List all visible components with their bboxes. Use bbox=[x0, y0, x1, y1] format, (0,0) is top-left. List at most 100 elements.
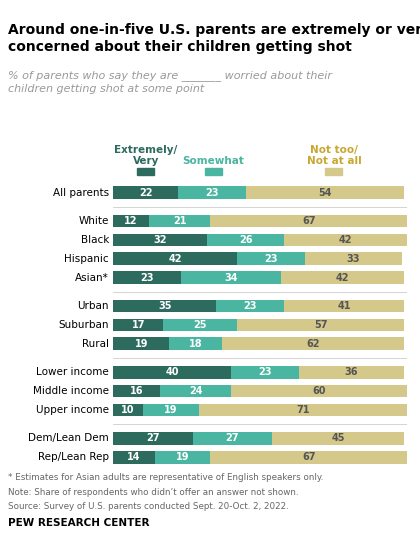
Text: White: White bbox=[79, 216, 109, 226]
Text: 19: 19 bbox=[164, 405, 178, 415]
Text: 42: 42 bbox=[339, 235, 352, 245]
Bar bbox=[237, 318, 404, 331]
Text: Extremely/
Very: Extremely/ Very bbox=[114, 145, 177, 166]
Text: % of parents who say they are _______ worried about their
children getting shot : % of parents who say they are _______ wo… bbox=[8, 70, 332, 94]
Text: Black: Black bbox=[81, 235, 109, 245]
Text: 12: 12 bbox=[124, 216, 138, 226]
Bar bbox=[281, 271, 404, 284]
Text: 23: 23 bbox=[243, 301, 257, 311]
Bar bbox=[113, 384, 160, 397]
Text: 41: 41 bbox=[337, 301, 351, 311]
Text: 23: 23 bbox=[258, 367, 272, 377]
Text: 32: 32 bbox=[154, 235, 167, 245]
Text: Source: Survey of U.S. parents conducted Sept. 20-Oct. 2, 2022.: Source: Survey of U.S. parents conducted… bbox=[8, 502, 289, 511]
Bar bbox=[113, 271, 181, 284]
Bar bbox=[304, 252, 402, 265]
Bar bbox=[155, 451, 210, 463]
Text: Rep/Lean Rep: Rep/Lean Rep bbox=[38, 452, 109, 462]
Text: Dem/Lean Dem: Dem/Lean Dem bbox=[28, 433, 109, 444]
Bar bbox=[299, 366, 404, 379]
Text: 67: 67 bbox=[302, 216, 316, 226]
Text: Rural: Rural bbox=[82, 339, 109, 349]
Text: 42: 42 bbox=[168, 253, 182, 264]
Bar bbox=[113, 451, 155, 463]
Text: Urban: Urban bbox=[78, 301, 109, 311]
Text: 35: 35 bbox=[158, 301, 172, 311]
Text: Lower income: Lower income bbox=[36, 367, 109, 377]
Text: 18: 18 bbox=[189, 339, 202, 349]
Text: 23: 23 bbox=[264, 253, 278, 264]
Text: 23: 23 bbox=[140, 273, 154, 282]
Bar bbox=[113, 318, 163, 331]
Text: 14: 14 bbox=[127, 452, 141, 462]
Text: 45: 45 bbox=[331, 433, 345, 444]
Bar bbox=[178, 186, 246, 199]
Text: 22: 22 bbox=[139, 187, 152, 198]
Text: 25: 25 bbox=[193, 320, 207, 330]
Text: 60: 60 bbox=[312, 386, 326, 396]
Bar bbox=[113, 300, 216, 313]
Text: 42: 42 bbox=[336, 273, 349, 282]
Text: 16: 16 bbox=[130, 386, 144, 396]
Bar bbox=[222, 337, 404, 350]
Text: 36: 36 bbox=[345, 367, 358, 377]
Bar bbox=[113, 432, 193, 445]
Text: Suburban: Suburban bbox=[58, 320, 109, 330]
Bar bbox=[143, 404, 199, 416]
Text: 17: 17 bbox=[131, 320, 145, 330]
Text: 19: 19 bbox=[134, 339, 148, 349]
Bar bbox=[199, 404, 407, 416]
Bar bbox=[284, 300, 404, 313]
Text: 26: 26 bbox=[239, 235, 252, 245]
Bar bbox=[231, 384, 407, 397]
Text: Around one-in-five U.S. parents are extremely or very
concerned about their chil: Around one-in-five U.S. parents are extr… bbox=[8, 23, 420, 54]
Text: 71: 71 bbox=[296, 405, 310, 415]
Bar bbox=[207, 234, 284, 246]
Bar bbox=[169, 337, 222, 350]
Bar bbox=[210, 451, 407, 463]
Text: * Estimates for Asian adults are representative of English speakers only.: * Estimates for Asian adults are represe… bbox=[8, 473, 324, 482]
Text: PEW RESEARCH CENTER: PEW RESEARCH CENTER bbox=[8, 518, 150, 528]
Text: Note: Share of respondents who didn’t offer an answer not shown.: Note: Share of respondents who didn’t of… bbox=[8, 488, 299, 497]
Text: Hispanic: Hispanic bbox=[64, 253, 109, 264]
Bar bbox=[113, 337, 169, 350]
Bar bbox=[113, 366, 231, 379]
Text: Somewhat: Somewhat bbox=[182, 156, 244, 166]
Text: 62: 62 bbox=[307, 339, 320, 349]
Text: 33: 33 bbox=[346, 253, 360, 264]
Text: 40: 40 bbox=[165, 367, 179, 377]
Bar bbox=[163, 318, 237, 331]
Text: All parents: All parents bbox=[53, 187, 109, 198]
Text: 57: 57 bbox=[314, 320, 328, 330]
Text: 67: 67 bbox=[302, 452, 316, 462]
Text: 27: 27 bbox=[146, 433, 160, 444]
Bar bbox=[272, 432, 404, 445]
Text: 27: 27 bbox=[226, 433, 239, 444]
Bar bbox=[237, 252, 304, 265]
Bar bbox=[284, 234, 407, 246]
Text: 23: 23 bbox=[205, 187, 219, 198]
Text: 10: 10 bbox=[121, 405, 135, 415]
Text: 54: 54 bbox=[318, 187, 332, 198]
Bar bbox=[181, 271, 281, 284]
Bar bbox=[113, 215, 149, 227]
Text: 21: 21 bbox=[173, 216, 186, 226]
Bar bbox=[113, 186, 178, 199]
Text: Upper income: Upper income bbox=[36, 405, 109, 415]
Bar bbox=[246, 186, 404, 199]
Text: Asian*: Asian* bbox=[75, 273, 109, 282]
Bar bbox=[216, 300, 284, 313]
Text: Not too/
Not at all: Not too/ Not at all bbox=[307, 145, 361, 166]
Bar bbox=[113, 252, 237, 265]
Bar bbox=[113, 404, 143, 416]
Bar bbox=[160, 384, 231, 397]
Bar bbox=[210, 215, 407, 227]
Text: Middle income: Middle income bbox=[33, 386, 109, 396]
Text: 24: 24 bbox=[189, 386, 202, 396]
Text: 19: 19 bbox=[176, 452, 189, 462]
Bar bbox=[231, 366, 299, 379]
Bar bbox=[149, 215, 210, 227]
Bar bbox=[193, 432, 272, 445]
Bar bbox=[113, 234, 207, 246]
Text: 34: 34 bbox=[224, 273, 238, 282]
